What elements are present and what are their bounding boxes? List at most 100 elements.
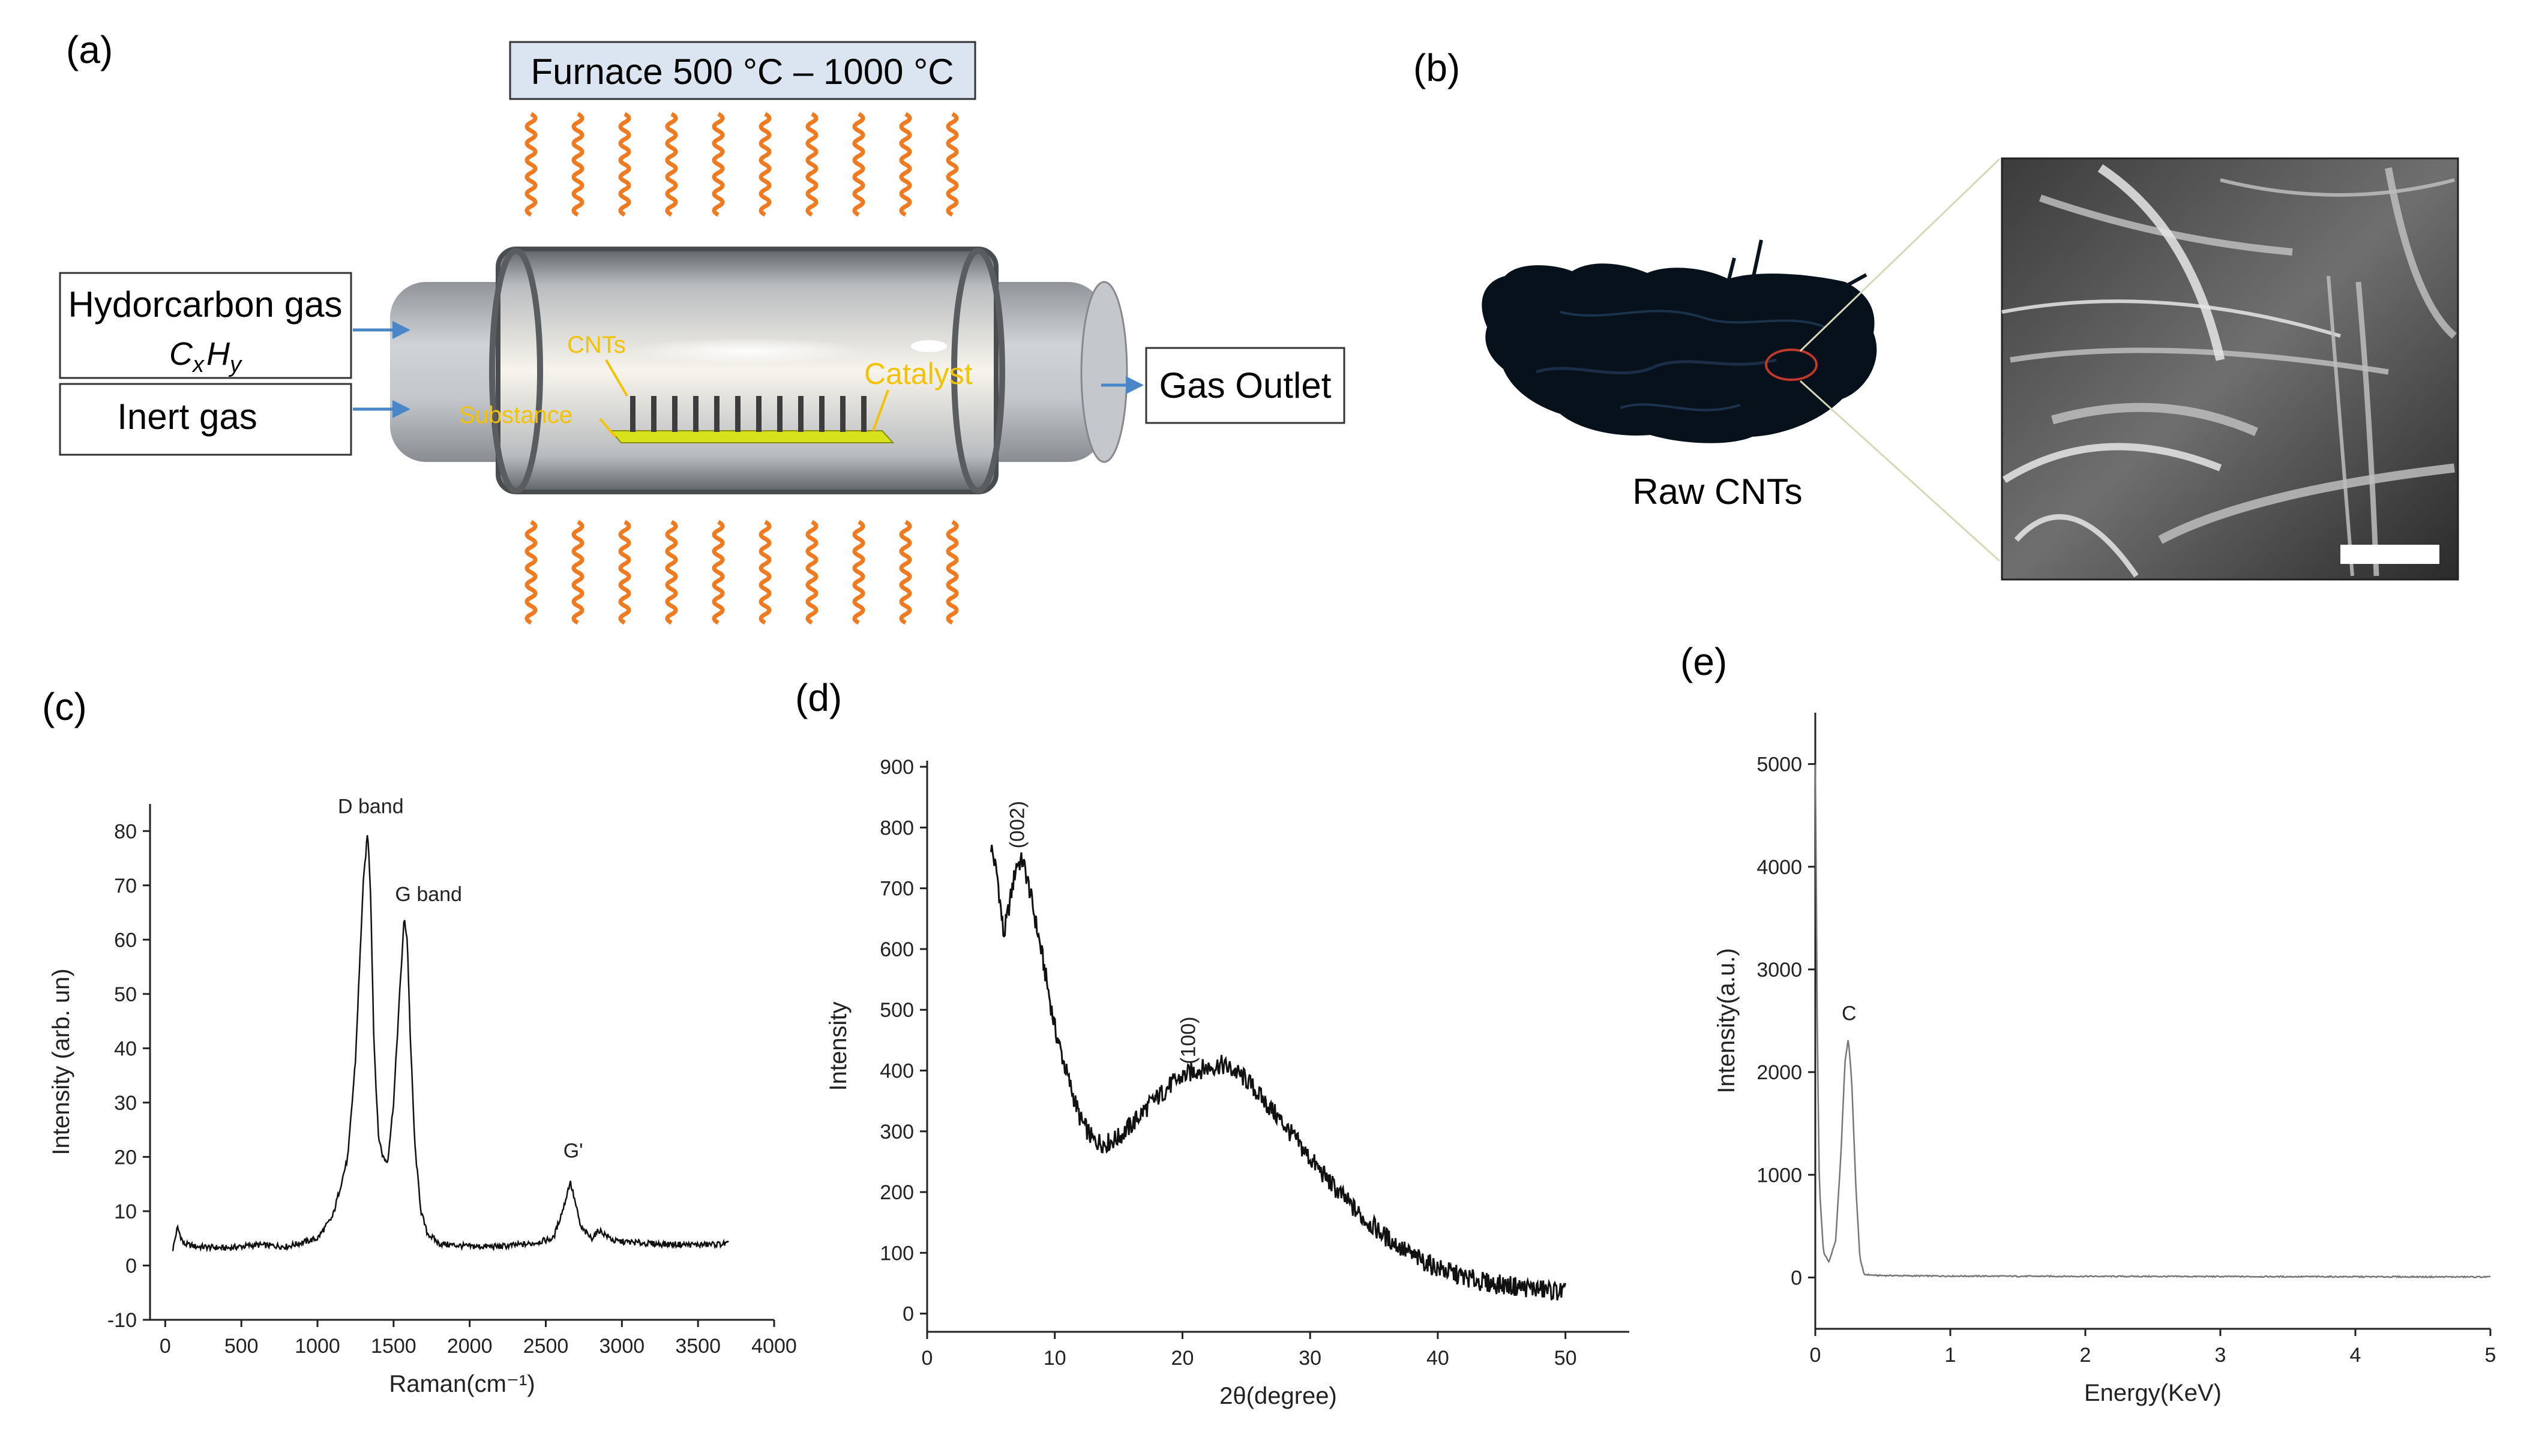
x-axis-title: Raman(cm⁻¹) (389, 1371, 535, 1397)
zoom-region-marker (1765, 349, 1818, 381)
xrd-series-line (990, 845, 1567, 1301)
heat-wave (805, 520, 819, 625)
heat-wave (759, 112, 772, 217)
eds-series-line (1814, 764, 2491, 1279)
catalyst-label: Catalyst (864, 357, 973, 391)
x-tick-label: 2 (2080, 1344, 2091, 1367)
carbon-peak-label: C (1842, 1002, 1857, 1025)
x-tick-label: 4 (2350, 1344, 2361, 1367)
heat-wave (571, 112, 584, 217)
cnt-rod (630, 396, 636, 432)
tube-glow (627, 338, 867, 364)
sem-fiber (2220, 178, 2455, 197)
heat-wave (618, 520, 631, 625)
heat-wave (946, 520, 959, 625)
heat-waves-top (524, 112, 959, 217)
sem-fiber (2327, 275, 2354, 577)
y-axis-title: Intensity (arb. un) (48, 968, 74, 1155)
x-tick-label: 0 (160, 1335, 171, 1358)
heat-wave (852, 112, 865, 217)
x-tick-label: 500 (224, 1335, 259, 1358)
y-tick-label: 800 (880, 816, 914, 839)
x-tick-label: 0 (922, 1347, 933, 1370)
cnt-rod (798, 396, 804, 432)
heat-wave (946, 112, 959, 217)
heat-wave (712, 112, 725, 217)
y-tick-label: 4000 (1756, 856, 1802, 879)
sem-fiber (2355, 281, 2379, 577)
x-tick-label: 1500 (371, 1335, 416, 1358)
y-tick-label: 600 (880, 938, 914, 961)
sem-fiber (2002, 443, 2222, 484)
x-axis-title: 2θ(degree) (1219, 1383, 1337, 1409)
catalyst-pointer (872, 389, 889, 431)
xrd-chart: 0 10 20 30 40 5001002003004005006007008009002… (825, 756, 1629, 1409)
cnt-rod (693, 396, 699, 432)
heat-wave (665, 112, 678, 217)
peak-002-label: (002) (1006, 801, 1029, 848)
panel-c-label: (c) (42, 685, 87, 728)
heat-wave (571, 520, 584, 625)
furnace-label: Furnace 500 °C – 1000 °C (530, 52, 954, 92)
y-tick-label: 0 (125, 1254, 137, 1277)
sem-fiber (2001, 299, 2341, 338)
heat-wave (899, 112, 912, 217)
sem-fibers (2001, 164, 2457, 578)
heat-waves-bottom (524, 520, 959, 625)
x-tick-label: 3000 (599, 1335, 645, 1358)
sem-fiber (2014, 514, 2139, 578)
gas-outlet-label: Gas Outlet (1159, 365, 1332, 406)
panel-b: (b) Raw CNTs (1413, 46, 2459, 581)
x-tick-label: 1000 (295, 1335, 340, 1358)
outlet-pipe-end (1080, 281, 1128, 463)
x-tick-label: 10 (1044, 1347, 1066, 1370)
y-tick-label: 5000 (1756, 753, 1802, 776)
panel-a: (a) Furnace 500 °C – 1000 °C CNTs Substa… (59, 28, 1345, 625)
x-tick-label: 2500 (523, 1335, 569, 1358)
raman-series-line (172, 834, 729, 1253)
x-tick-label: 30 (1299, 1347, 1321, 1370)
cnts-label: CNTs (567, 332, 626, 358)
raw-cnts-photo (1482, 239, 1877, 443)
heat-wave (712, 520, 725, 625)
zoom-line-top (1799, 158, 2001, 352)
y-tick-label: 300 (880, 1121, 914, 1143)
cnts-pointer (605, 359, 628, 397)
y-tick-label: 0 (1791, 1266, 1802, 1289)
y-tick-label: -10 (107, 1309, 137, 1332)
furnace-label-box (509, 41, 976, 100)
y-tick-label: 70 (114, 875, 137, 897)
x-tick-label: 3 (2215, 1344, 2226, 1367)
cnt-rod (840, 396, 846, 432)
heat-wave (759, 520, 772, 625)
inert-gas-label: Inert gas (117, 397, 257, 437)
eds-chart: 0 1 2 3 4 5 0 1000 2000 3000 4000 5000 Energy(KeV) In… (1713, 713, 2496, 1406)
x-tick-label: 40 (1426, 1347, 1449, 1370)
d-band-label: D band (338, 795, 404, 818)
y-tick-label: 60 (114, 929, 137, 951)
panel-d-label: (d) (795, 676, 842, 719)
cnt-rod (672, 396, 678, 432)
raw-cnts-caption: Raw CNTs (1632, 472, 1802, 512)
panel-e-label: (e) (1680, 640, 1727, 683)
g-band-label: G band (395, 883, 462, 906)
y-axis-title: Intensity (825, 1002, 852, 1091)
x-tick-label: 50 (1554, 1347, 1577, 1370)
panel-a-label: (a) (66, 28, 113, 71)
substance-label: Substance (459, 402, 572, 428)
x-tick-label: 4000 (751, 1335, 797, 1358)
gas-outlet-box (1145, 347, 1345, 424)
x-tick-label: 5 (2485, 1344, 2496, 1367)
heat-wave (665, 520, 678, 625)
panel-b-label: (b) (1413, 46, 1460, 89)
y-axis-title: Intensity(a.u.) (1713, 948, 1740, 1093)
sem-fiber (2051, 403, 2259, 436)
y-tick-label: 700 (880, 878, 914, 900)
sem-image (2001, 157, 2459, 581)
heat-wave (805, 112, 819, 217)
cnt-rods (630, 396, 867, 432)
heat-wave (524, 112, 538, 217)
cnt-rod (651, 396, 657, 432)
x-axis-title: Energy(KeV) (2084, 1380, 2222, 1406)
